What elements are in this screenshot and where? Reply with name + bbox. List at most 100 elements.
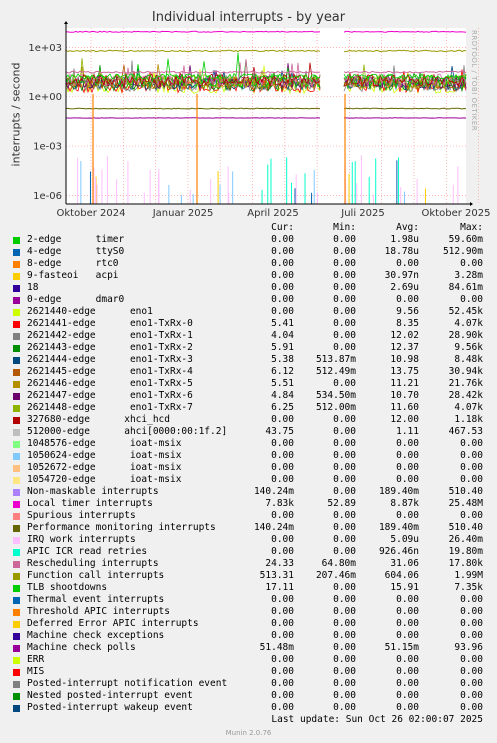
- col-header-max: Max:: [460, 222, 483, 233]
- legend-cur-value: 0.00: [271, 258, 294, 269]
- legend-series-name: 327680-edge xhci_hcd: [27, 414, 170, 425]
- legend-series-name: Deferred Error APIC interrupts: [27, 618, 199, 629]
- legend-avg-value: 189.40m: [378, 522, 419, 533]
- legend-row: Function call interrupts 513.31 207.46m 604…: [0, 570, 497, 582]
- legend-min-value: 0.00: [333, 534, 356, 545]
- legend-cur-value: 0.00: [271, 438, 294, 449]
- legend-row: Posted-interrupt notification event 0.00 0…: [0, 678, 497, 690]
- plot-area: 1e+03 1e+00 1e-03 1e-06 Oktober 2024 Januar 2…: [28, 21, 490, 219]
- legend-max-value: 19.80m: [448, 546, 483, 557]
- legend-min-value: 0.00: [333, 438, 356, 449]
- legend-swatch: [13, 441, 20, 448]
- legend-min-value: 0.00: [333, 426, 356, 437]
- legend-swatch: [13, 705, 20, 712]
- legend-cur-value: 5.38: [271, 354, 294, 365]
- legend-max-value: 25.48M: [448, 498, 483, 509]
- legend: 2-edge timer 0.00 0.00 1.98u 59.60m 4-edge tt…: [0, 234, 497, 714]
- legend-avg-value: 604.06: [384, 570, 419, 581]
- legend-avg-value: 0.00: [396, 258, 419, 269]
- legend-avg-value: 0.00: [396, 510, 419, 521]
- legend-swatch: [13, 333, 20, 340]
- legend-min-value: 0.00: [333, 630, 356, 641]
- legend-swatch: [13, 309, 20, 316]
- legend-avg-value: 5.09u: [390, 534, 419, 545]
- legend-series-name: 2621448-edge eno1-TxRx-7: [27, 402, 193, 413]
- legend-min-value: 512.49m: [315, 366, 356, 377]
- grid: [66, 28, 479, 204]
- legend-min-value: 0.00: [333, 702, 356, 713]
- legend-max-value: 3.28m: [454, 270, 483, 281]
- plot-background: [66, 28, 466, 204]
- legend-series-name: 0-edge dmar0: [27, 294, 125, 305]
- legend-cur-value: 5.41: [271, 318, 294, 329]
- legend-row: 9-fasteoi acpi 0.00 0.00 30.97n 3.28m: [0, 270, 497, 282]
- legend-max-value: 0.00: [460, 690, 483, 701]
- legend-cur-value: 43.75: [265, 426, 294, 437]
- legend-swatch: [13, 477, 20, 484]
- legend-row: 18 0.00 0.00 2.69u 84.61m: [0, 282, 497, 294]
- legend-swatch: [13, 537, 20, 544]
- legend-row: 2621442-edge eno1-TxRx-1 4.04 0.00 12.02 28.…: [0, 330, 497, 342]
- series-line: [66, 30, 467, 33]
- legend-series-name: 2621442-edge eno1-TxRx-1: [27, 330, 193, 341]
- legend-cur-value: 140.24m: [253, 522, 294, 533]
- x-tick-label: Januar 2025: [152, 208, 214, 219]
- legend-cur-value: 0.00: [271, 510, 294, 521]
- legend-cur-value: 0.00: [271, 702, 294, 713]
- legend-max-value: 0.00: [460, 450, 483, 461]
- legend-swatch: [13, 273, 20, 280]
- legend-cur-value: 0.00: [271, 654, 294, 665]
- legend-row: 2621446-edge eno1-TxRx-5 5.51 0.00 11.21 21.…: [0, 378, 497, 390]
- legend-max-value: 21.76k: [448, 378, 483, 389]
- legend-max-value: 0.00: [460, 678, 483, 689]
- legend-cur-value: 0.00: [271, 294, 294, 305]
- legend-min-value: 0.00: [333, 234, 356, 245]
- legend-avg-value: 15.91: [390, 582, 419, 593]
- legend-row: Non-maskable interrupts 140.24m 0.00 189.40…: [0, 486, 497, 498]
- legend-series-name: Machine check polls: [27, 642, 136, 653]
- legend-series-name: 2621447-edge eno1-TxRx-6: [27, 390, 193, 401]
- legend-swatch: [13, 561, 20, 568]
- legend-min-value: 534.50m: [315, 390, 356, 401]
- legend-avg-value: 9.56: [396, 306, 419, 317]
- legend-swatch: [13, 597, 20, 604]
- legend-avg-value: 11.21: [390, 378, 419, 389]
- legend-cur-value: 0.00: [271, 414, 294, 425]
- legend-max-value: 9.56k: [454, 342, 483, 353]
- legend-min-value: 0.00: [333, 486, 356, 497]
- col-header-avg: Avg:: [396, 222, 419, 233]
- legend-cur-value: 5.91: [271, 342, 294, 353]
- legend-min-value: 0.00: [333, 594, 356, 605]
- legend-max-value: 30.94k: [448, 366, 483, 377]
- legend-series-name: 9-fasteoi acpi: [27, 270, 119, 281]
- legend-min-value: 0.00: [333, 546, 356, 557]
- legend-min-value: 513.87m: [315, 354, 356, 365]
- series-line: [65, 62, 467, 88]
- legend-swatch: [13, 657, 20, 664]
- legend-max-value: 8.48k: [454, 354, 483, 365]
- legend-min-value: 0.00: [333, 330, 356, 341]
- legend-cur-value: 24.33: [265, 558, 294, 569]
- legend-max-value: 512.90m: [442, 246, 483, 257]
- legend-cur-value: 7.83k: [265, 498, 294, 509]
- legend-row: TLB shootdowns 17.11 0.00 15.91 7.35k: [0, 582, 497, 594]
- legend-row: 2621448-edge eno1-TxRx-7 6.25 512.00m 11.60…: [0, 402, 497, 414]
- legend-row: 2621447-edge eno1-TxRx-6 4.84 534.50m 10.70…: [0, 390, 497, 402]
- legend-avg-value: 1.11: [396, 426, 419, 437]
- legend-max-value: 28.42k: [448, 390, 483, 401]
- legend-min-value: 0.00: [333, 318, 356, 329]
- legend-swatch: [13, 249, 20, 256]
- legend-max-value: 510.40: [448, 522, 483, 533]
- legend-swatch: [13, 453, 20, 460]
- legend-max-value: 7.35k: [454, 582, 483, 593]
- legend-series-name: Posted-interrupt notification event: [27, 678, 228, 689]
- legend-row: 2621443-edge eno1-TxRx-2 5.91 0.00 12.37 9.5…: [0, 342, 497, 354]
- axes: 1e+03 1e+00 1e-03 1e-06 Oktober 2024 Januar 2…: [28, 21, 490, 219]
- legend-swatch: [13, 393, 20, 400]
- legend-swatch: [13, 681, 20, 688]
- legend-swatch: [13, 693, 20, 700]
- legend-row: 1054720-edge ioat-msix 0.00 0.00 0.00 0.00: [0, 474, 497, 486]
- legend-row: Machine check exceptions 0.00 0.00 0.00 0.00: [0, 630, 497, 642]
- legend-swatch: [13, 621, 20, 628]
- legend-min-value: 0.00: [333, 666, 356, 677]
